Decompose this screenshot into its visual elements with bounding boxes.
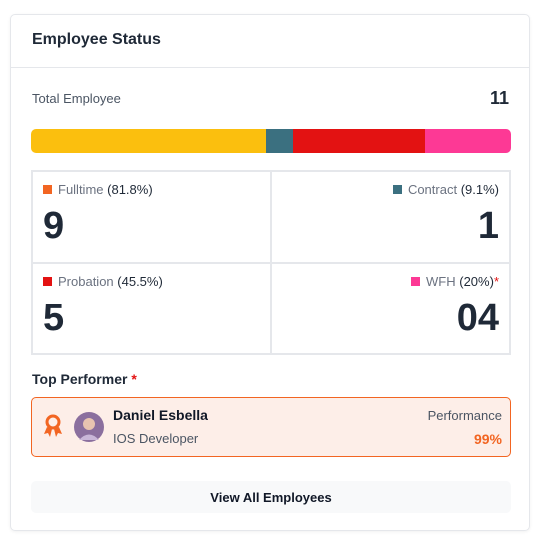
legend-square — [43, 276, 52, 286]
bar-segment — [424, 129, 511, 153]
legend-square — [392, 185, 402, 194]
stat-label: Contract — [407, 182, 458, 197]
legend-square — [43, 185, 52, 194]
stat-count: 9 — [43, 205, 65, 247]
stat-count: 1 — [477, 205, 499, 247]
card-title: Employee Status — [32, 31, 161, 48]
performer-role: IOS Developer — [113, 431, 199, 446]
stat-percent: (45.5%) — [117, 273, 163, 289]
metric-label: Performance — [427, 408, 502, 423]
stat-cell: Probation (45.5%) 5 — [32, 262, 271, 354]
stat-label-group: Contract (9.1%) — [408, 182, 499, 197]
required-mark: * — [493, 273, 499, 289]
stat-header: WFH (20%)* — [282, 274, 499, 289]
stat-header: Probation (45.5%) — [43, 274, 260, 289]
stat-count: 5 — [43, 296, 65, 339]
stat-label: Fulltime — [58, 182, 104, 197]
stat-label: WFH — [426, 273, 456, 289]
stats-grid: Fulltime (81.8%) 9 Contract (9.1%) 1 Probati… — [31, 170, 511, 355]
metric-value: 99% — [473, 431, 502, 447]
bar-segment — [292, 129, 425, 153]
total-value: 11 — [489, 88, 509, 108]
stat-cell: WFH (20%)* 04 — [271, 262, 510, 354]
bar-segment — [31, 129, 267, 153]
bar-segment — [266, 129, 293, 153]
status-bar — [31, 129, 511, 153]
stat-percent: (9.1%) — [460, 182, 499, 197]
section-title: Top Performer * — [32, 371, 137, 387]
stat-cell: Fulltime (81.8%) 9 — [32, 171, 271, 263]
stat-label-group: Probation (45.5%) — [58, 274, 163, 289]
stat-label: Probation — [58, 273, 114, 289]
performer-card: Daniel Esbella IOS Developer Performance… — [31, 397, 511, 457]
stat-percent: (81.8%) — [107, 182, 153, 197]
required-mark: * — [131, 371, 137, 387]
view-all-button[interactable]: View All Employees — [31, 481, 511, 513]
divider — [11, 67, 529, 68]
stat-percent: (20%) — [459, 273, 494, 289]
performer-name: Daniel Esbella — [113, 407, 208, 423]
total-label: Total Employee — [32, 91, 121, 106]
stat-header: Fulltime (81.8%) — [43, 182, 260, 197]
award-icon — [44, 414, 62, 437]
stat-label-group: WFH (20%)* — [426, 274, 499, 289]
avatar — [74, 412, 104, 442]
stat-label-group: Fulltime (81.8%) — [58, 182, 153, 197]
stat-cell: Contract (9.1%) 1 — [271, 171, 510, 263]
stat-header: Contract (9.1%) — [282, 182, 499, 197]
legend-square — [411, 276, 421, 286]
label: Top Performer — [32, 371, 128, 387]
stat-count: 04 — [456, 296, 499, 339]
employee-status-card: Employee Status Total Employee 11 Fullti… — [10, 14, 530, 531]
